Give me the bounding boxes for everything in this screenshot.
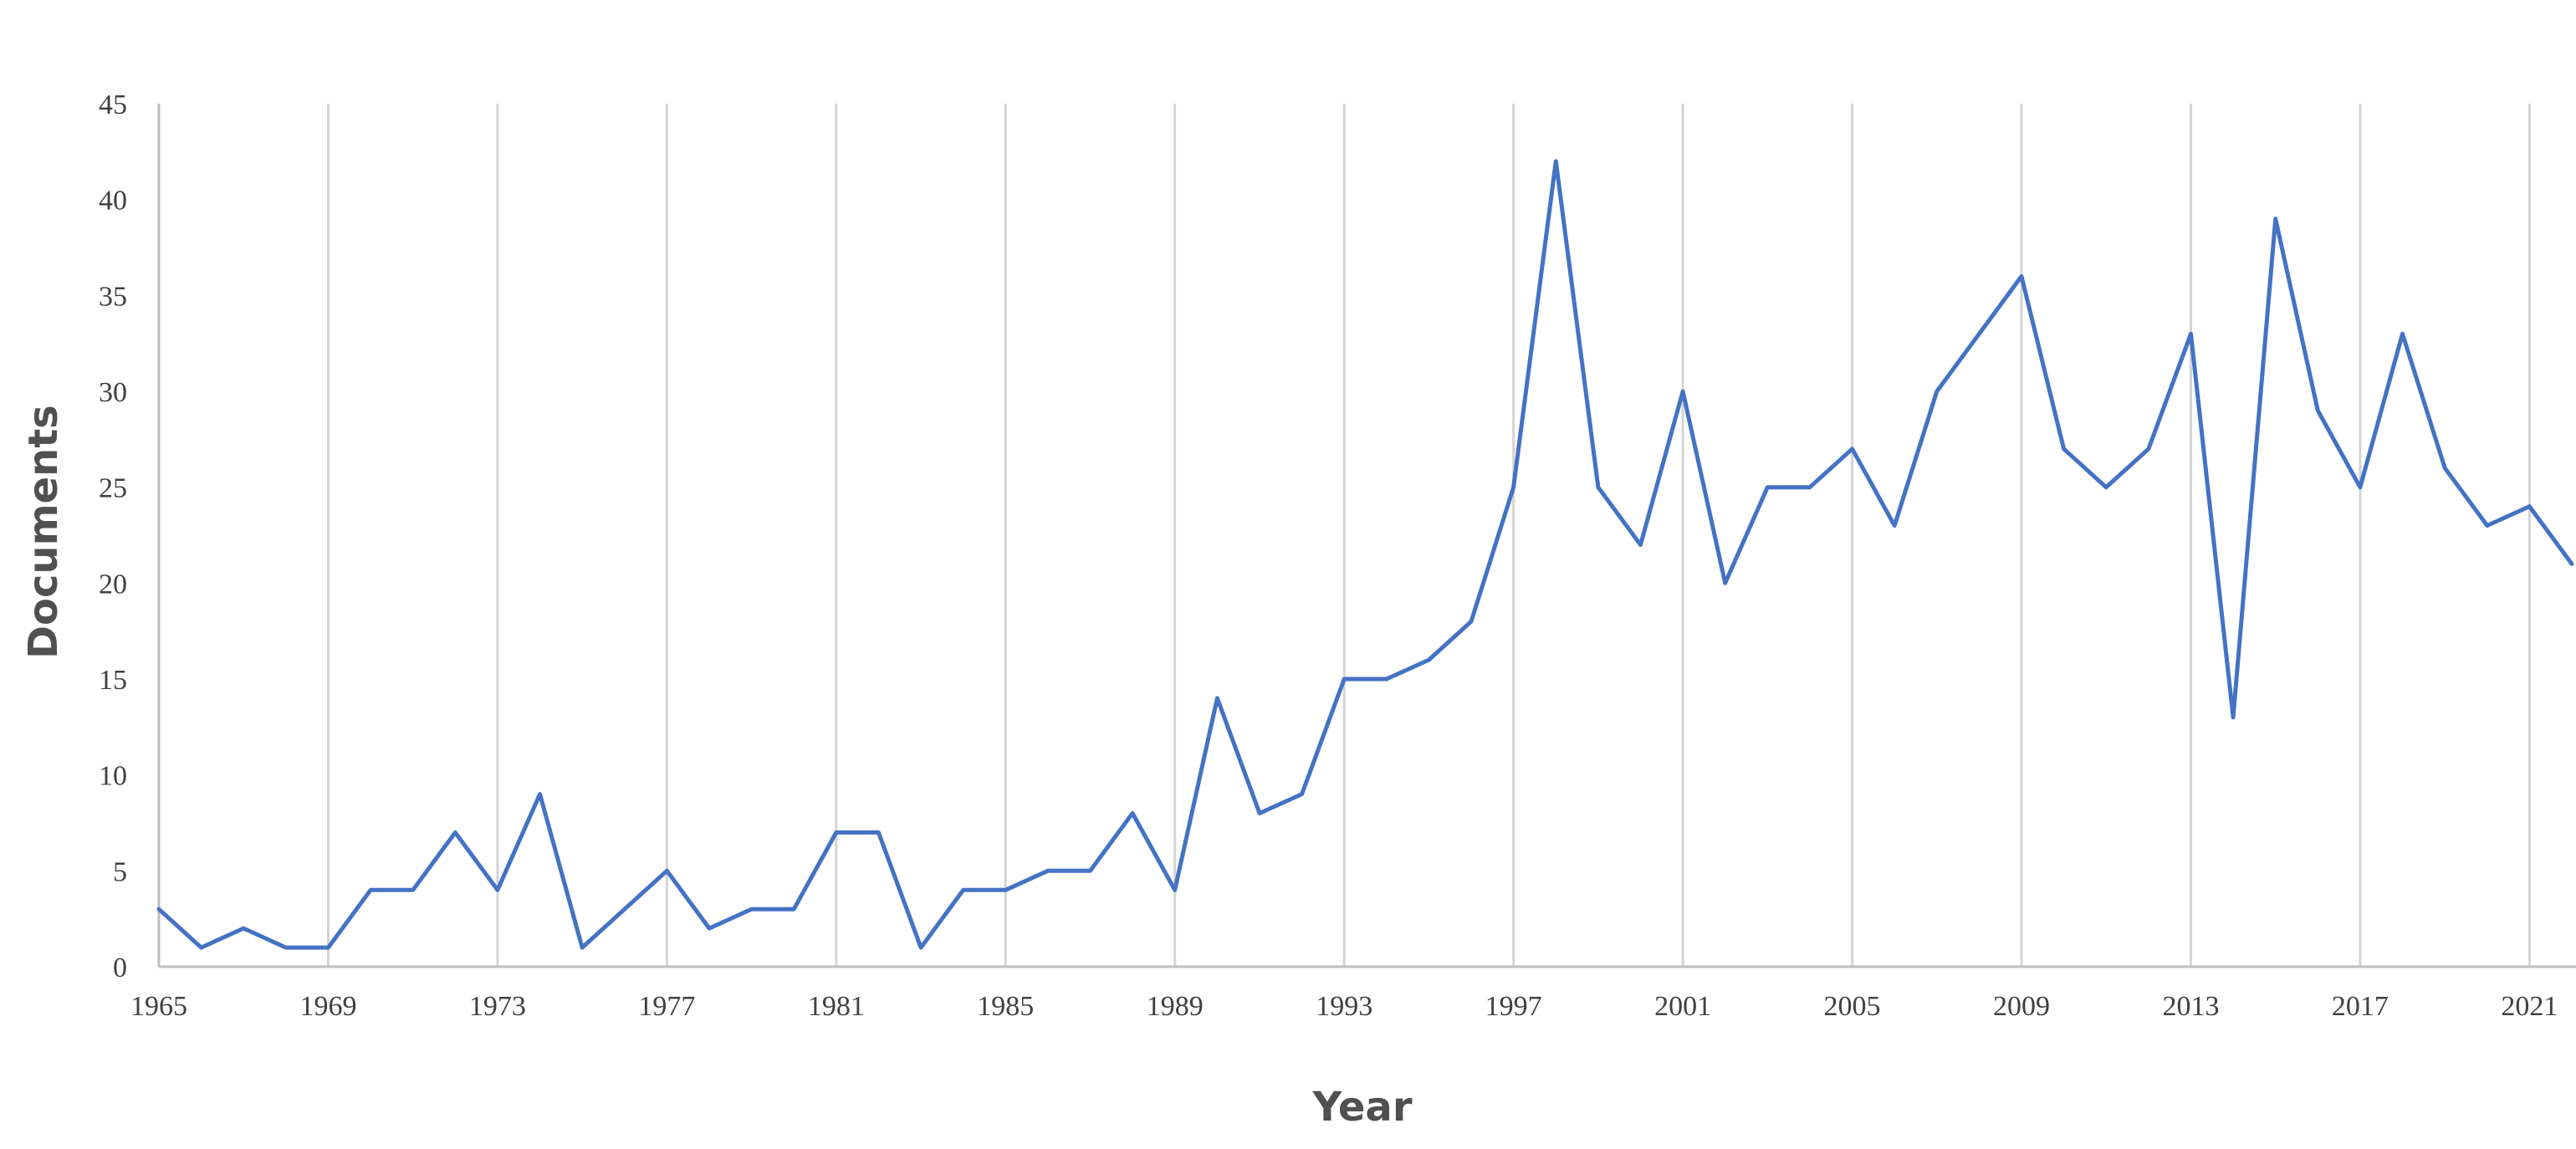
x-tick-label: 2021	[2501, 991, 2558, 1022]
data-point-1973	[495, 887, 500, 892]
x-tick-label: 1973	[469, 991, 526, 1022]
data-point-2018	[2400, 331, 2405, 336]
data-point-1987	[1088, 868, 1093, 873]
x-tick-labels: 1965 1969 1973 1977 1981 1985 1989 1993 1997 2001…	[130, 991, 2558, 1022]
data-point-2015	[2273, 217, 2278, 222]
y-tick-label: 0	[113, 952, 127, 983]
y-tick-label: 45	[99, 89, 127, 120]
x-axis-title: Year	[1312, 1084, 1413, 1131]
data-point-1997	[1511, 485, 1516, 490]
data-point-2004	[1807, 485, 1812, 490]
data-point-1981	[834, 830, 839, 835]
series-layer	[156, 159, 2574, 950]
data-point-1982	[876, 830, 881, 835]
data-point-2001	[1680, 389, 1685, 394]
x-tick-label: 1969	[299, 991, 356, 1022]
x-tick-label: 1993	[1316, 991, 1372, 1022]
data-point-2003	[1765, 485, 1770, 490]
data-point-2007	[1935, 389, 1940, 394]
y-axis-title: Documents	[20, 405, 67, 659]
data-point-1969	[326, 945, 331, 950]
data-point-1992	[1300, 792, 1305, 797]
data-point-1967	[241, 926, 246, 931]
y-tick-label: 20	[99, 569, 127, 600]
data-point-1990	[1214, 696, 1219, 701]
data-point-2019	[2442, 466, 2447, 471]
data-point-1970	[368, 887, 373, 892]
x-tick-label: 2013	[2162, 991, 2219, 1022]
data-point-1965	[156, 906, 161, 912]
data-point-1985	[1003, 887, 1008, 892]
data-point-1996	[1469, 619, 1474, 624]
x-tick-label: 1965	[130, 991, 187, 1022]
y-tick-label: 40	[99, 186, 127, 217]
x-tick-label: 1985	[977, 991, 1034, 1022]
data-point-2013	[2189, 331, 2194, 336]
data-point-2008	[1976, 331, 1981, 336]
data-point-2009	[2019, 273, 2024, 278]
data-point-2006	[1892, 523, 1897, 529]
data-point-1978	[707, 926, 712, 931]
data-point-1972	[452, 830, 457, 835]
data-point-2002	[1723, 580, 1728, 585]
data-point-2010	[2062, 447, 2067, 452]
data-point-1980	[791, 906, 796, 912]
data-point-1974	[538, 792, 543, 797]
data-point-1993	[1342, 677, 1347, 682]
x-tick-label: 2001	[1654, 991, 1711, 1022]
x-tick-label: 2017	[2332, 991, 2389, 1022]
data-point-1976	[622, 906, 627, 912]
x-tick-label: 1997	[1485, 991, 1542, 1022]
vertical-gridlines	[157, 104, 2531, 967]
y-tick-label: 25	[99, 473, 127, 504]
y-tick-label: 5	[113, 856, 127, 887]
y-tick-label: 30	[99, 377, 127, 408]
data-point-1988	[1130, 811, 1135, 816]
data-point-2014	[2231, 715, 2236, 720]
y-tick-label: 10	[99, 761, 127, 792]
data-point-1983	[918, 945, 923, 950]
data-point-1991	[1257, 811, 1262, 816]
data-point-1966	[199, 945, 204, 950]
data-point-2021	[2527, 504, 2532, 509]
data-point-2022	[2569, 561, 2574, 566]
data-point-1975	[580, 945, 585, 950]
data-point-1994	[1384, 677, 1389, 682]
data-point-1971	[411, 887, 416, 892]
data-point-1979	[749, 906, 754, 912]
y-tick-labels: 0 5 10 15 20 25 30 35 40 45	[99, 89, 127, 983]
data-point-2011	[2103, 485, 2108, 490]
data-point-1999	[1596, 485, 1601, 490]
y-tick-label: 35	[99, 281, 127, 312]
series-line	[156, 159, 2574, 950]
x-tick-label: 2005	[1824, 991, 1881, 1022]
x-tick-label: 2009	[1993, 991, 2050, 1022]
data-point-1977	[664, 868, 669, 873]
data-point-2016	[2315, 408, 2320, 413]
data-point-2020	[2485, 523, 2490, 529]
data-point-1986	[1045, 868, 1050, 873]
x-tick-label: 1977	[638, 991, 695, 1022]
data-point-2000	[1638, 543, 1643, 548]
data-point-1984	[961, 887, 966, 892]
data-point-2005	[1850, 447, 1855, 452]
data-point-2017	[2358, 485, 2363, 490]
data-point-1968	[284, 945, 289, 950]
x-tick-label: 1981	[808, 991, 865, 1022]
data-point-1995	[1426, 657, 1431, 662]
x-tick-label: 1989	[1147, 991, 1204, 1022]
data-point-2012	[2146, 447, 2151, 452]
data-point-1998	[1553, 159, 1558, 164]
data-point-1989	[1173, 887, 1178, 892]
y-tick-label: 15	[99, 665, 127, 696]
